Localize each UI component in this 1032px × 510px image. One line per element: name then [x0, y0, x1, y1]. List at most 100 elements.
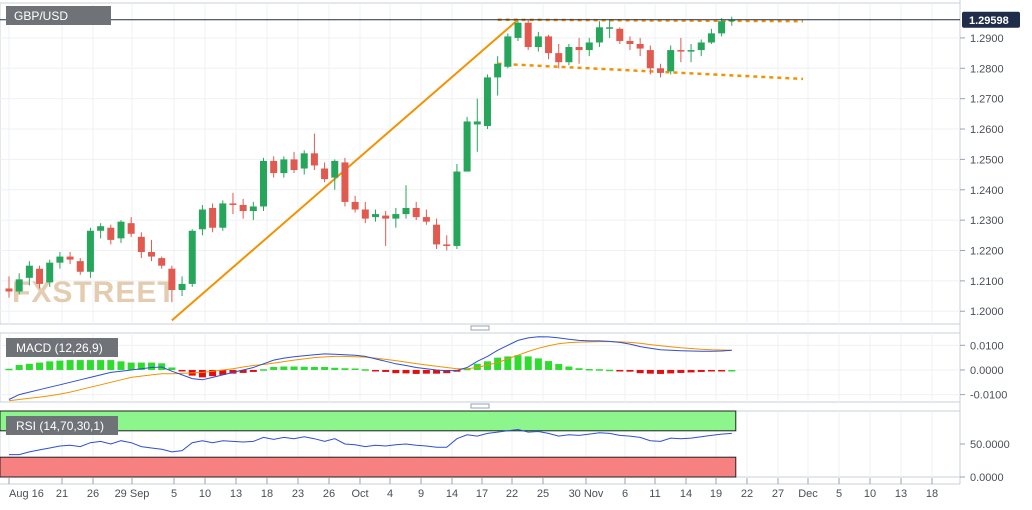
candle-body-61 [626, 40, 634, 44]
price-tick-label-3: 1.2600 [970, 124, 1004, 136]
candle-body-48 [494, 63, 502, 78]
macd-histogram [5, 355, 736, 378]
candle-body-23 [239, 204, 247, 212]
candle-body-62 [636, 43, 644, 49]
macd-hist-bar-67 [687, 369, 695, 373]
rsi-overbought-band [0, 410, 737, 432]
candle-body-7 [76, 261, 84, 272]
x-tick-label-2: 26 [87, 488, 99, 500]
price-tick-label-6: 1.2300 [970, 215, 1004, 227]
x-tick-label-6: 13 [230, 488, 242, 500]
candle-body-28 [290, 159, 298, 171]
candle-body-46 [473, 121, 481, 125]
candle-body-22 [229, 203, 237, 205]
x-tick-label-3: 29 Sep [115, 488, 150, 500]
macd-hist-bar-30 [310, 367, 318, 370]
macd-hist-bar-24 [249, 369, 257, 372]
macd-label: MACD (12,26,9) [16, 341, 103, 355]
candle-body-49 [504, 36, 512, 67]
candle-body-2 [25, 265, 33, 278]
candle-body-56 [575, 47, 583, 51]
candle-body-69 [707, 33, 715, 43]
candle-body-58 [595, 27, 603, 43]
candle-body-66 [677, 50, 685, 52]
macd-hist-bar-17 [178, 369, 186, 372]
price-tick-label-5: 1.2400 [970, 185, 1004, 197]
macd-hist-bar-12 [127, 362, 135, 370]
price-tick-label-7: 1.2200 [970, 246, 1004, 258]
macd-hist-bar-5 [56, 360, 64, 370]
candle-body-25 [260, 160, 267, 207]
macd-hist-bar-53 [545, 361, 553, 370]
x-tick-label-28: 18 [926, 488, 938, 500]
x-tick-label-9: 26 [323, 488, 335, 500]
candle-body-59 [606, 27, 614, 29]
macd-hist-bar-60 [616, 369, 624, 372]
macd-hist-bar-54 [555, 364, 563, 370]
candle-body-21 [219, 203, 227, 228]
macd-hist-bar-36 [371, 369, 379, 372]
macd-hist-bar-2 [25, 363, 33, 370]
candle-body-53 [545, 36, 553, 54]
macd-hist-bar-6 [66, 360, 74, 370]
candle-body-52 [534, 36, 542, 48]
price-tick-label-0: 1.2900 [970, 33, 1004, 45]
macd-hist-bar-23 [239, 369, 247, 373]
macd-label-bg [6, 338, 118, 357]
macd-hist-bar-28 [290, 366, 298, 370]
macd-hist-bar-50 [514, 355, 522, 370]
candle-body-16 [168, 268, 176, 290]
candle-body-30 [310, 153, 318, 166]
macd-hist-bar-39 [402, 369, 410, 374]
macd-hist-bar-32 [331, 367, 339, 370]
candle-body-50 [514, 22, 522, 38]
x-tick-label-7: 18 [261, 488, 273, 500]
x-tick-label-24: Dec [798, 488, 818, 500]
macd-hist-bar-10 [107, 360, 115, 370]
macd-hist-bar-37 [382, 369, 390, 372]
candle-body-3 [36, 268, 44, 284]
candle-body-42 [433, 224, 441, 245]
pane-splitter-0 [470, 325, 490, 331]
candle-body-55 [565, 47, 573, 63]
macd-hist-bar-13 [137, 362, 145, 370]
macd-tick-label-2: -0.0100 [970, 390, 1007, 402]
candle-body-40 [412, 207, 420, 218]
macd-hist-bar-46 [473, 363, 481, 370]
candle-body-45 [463, 121, 471, 172]
price-tick-label-9: 1.2000 [970, 306, 1004, 318]
macd-hist-bar-69 [707, 369, 715, 372]
x-tick-label-1: 21 [56, 488, 68, 500]
x-tick-label-12: 9 [418, 488, 424, 500]
x-tick-label-8: 23 [292, 488, 304, 500]
macd-hist-bar-14 [148, 362, 156, 370]
candle-body-18 [188, 230, 196, 284]
candle-body-8 [86, 230, 94, 272]
macd-hist-bar-35 [361, 369, 369, 371]
candle-body-34 [351, 201, 359, 210]
candle-body-11 [117, 221, 125, 239]
macd-hist-bar-49 [504, 356, 512, 370]
macd-hist-bar-61 [626, 369, 634, 372]
macd-hist-bar-57 [585, 368, 593, 371]
pane-frame-1 [0, 2, 961, 325]
candle-body-20 [209, 207, 217, 228]
x-tick-label-14: 17 [476, 488, 488, 500]
macd-hist-bar-64 [657, 369, 665, 374]
candle-body-64 [657, 68, 665, 73]
candle-body-63 [646, 50, 654, 69]
rsi-oversold-band [0, 456, 737, 478]
macd-tick-label-0: 0.0100 [970, 340, 1004, 352]
macd-hist-bar-70 [718, 369, 726, 372]
macd-hist-bar-16 [168, 367, 176, 370]
candle-body-36 [371, 214, 379, 218]
rsi-line [9, 428, 732, 456]
candle-body-24 [249, 206, 257, 212]
candle-body-37 [382, 215, 390, 219]
price-tick-label-1: 1.2800 [970, 63, 1004, 75]
x-tick-label-26: 10 [864, 488, 876, 500]
macd-hist-bar-63 [646, 369, 654, 374]
macd-hist-bar-40 [412, 369, 420, 374]
candle-body-71 [728, 19, 736, 22]
